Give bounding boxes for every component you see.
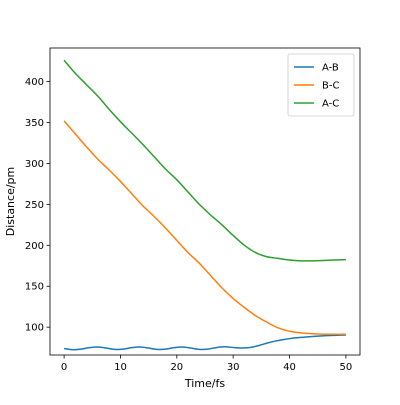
legend-box bbox=[287, 53, 355, 117]
x-tick-label: 0 bbox=[61, 362, 67, 373]
y-tick-label: 100 bbox=[25, 323, 44, 334]
series-line-a-c bbox=[63, 59, 346, 262]
x-axis-label: Time/fs bbox=[184, 377, 225, 390]
y-tick-label: 350 bbox=[25, 118, 44, 129]
x-tick-label: 50 bbox=[340, 362, 353, 373]
y-tick-label: 300 bbox=[25, 159, 44, 170]
y-tick-label: 150 bbox=[25, 282, 44, 293]
x-tick-label: 30 bbox=[227, 362, 240, 373]
y-axis-label: Distance/pm bbox=[4, 167, 17, 237]
axes: 0 10 20 30 40 50 100 150 200 250 300 350 400 Time/fs D… bbox=[4, 47, 361, 390]
series-line-a-b bbox=[63, 334, 346, 351]
y-tick-label: 200 bbox=[25, 241, 44, 252]
legend-label-b-c: B-C bbox=[322, 81, 339, 92]
series-line-b-c bbox=[63, 120, 346, 336]
x-tick-label: 20 bbox=[170, 362, 183, 373]
x-tick-label: 10 bbox=[114, 362, 127, 373]
legend-label-a-b: A-B bbox=[322, 63, 339, 74]
y-tick-label: 250 bbox=[25, 200, 44, 211]
legend-label-a-c: A-C bbox=[322, 99, 339, 110]
x-tick-label: 40 bbox=[283, 362, 296, 373]
plot-frame bbox=[49, 47, 361, 356]
plot-area bbox=[63, 59, 346, 351]
legend: A-B B-C A-C bbox=[287, 53, 355, 117]
y-tick-label: 400 bbox=[25, 77, 44, 88]
